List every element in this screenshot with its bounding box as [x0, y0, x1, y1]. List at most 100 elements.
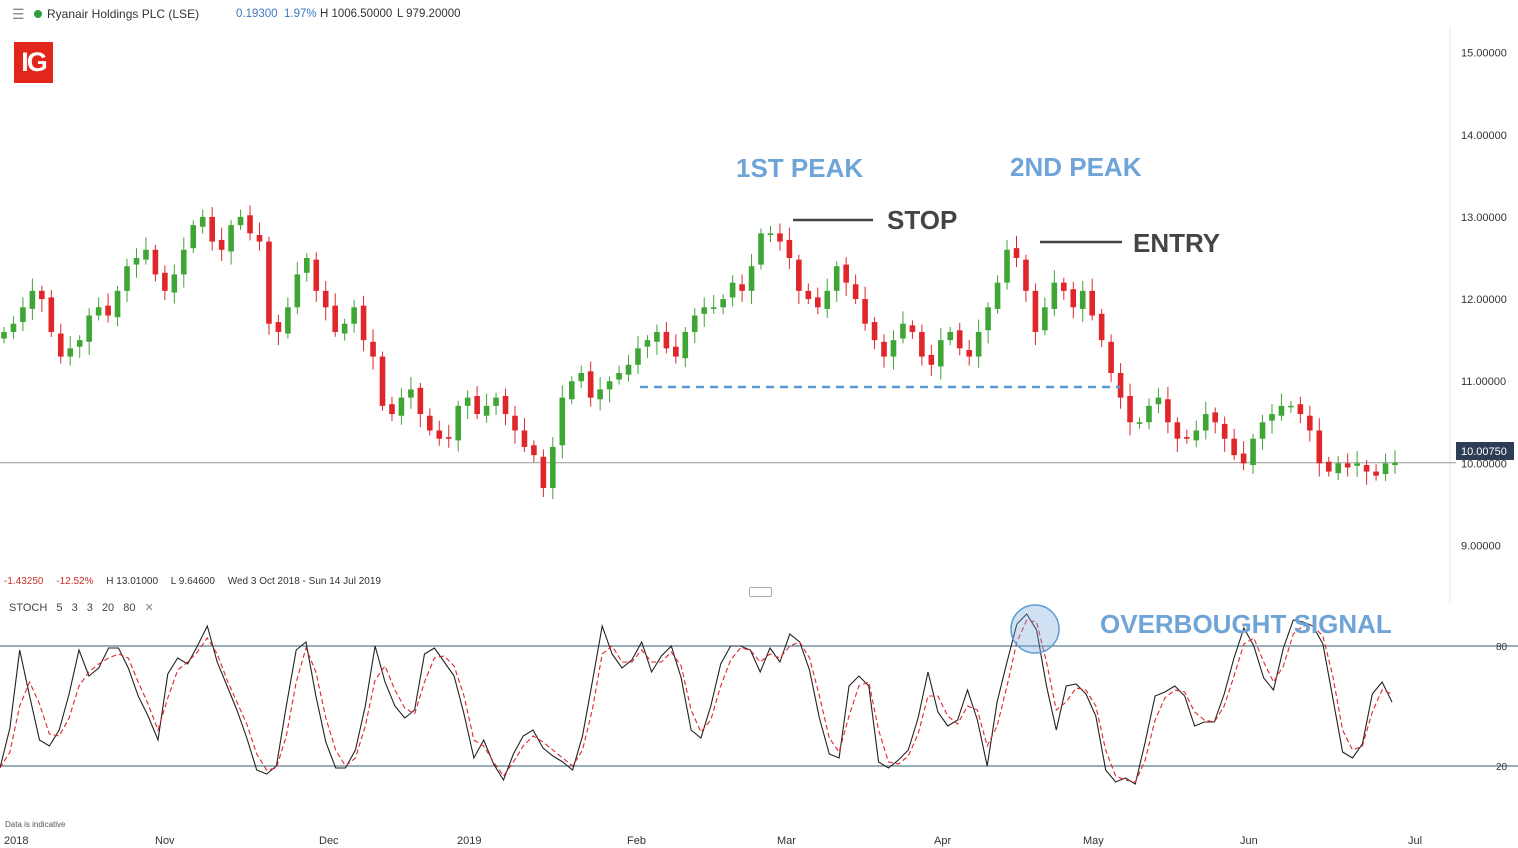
candle-body — [587, 371, 594, 398]
candle-body — [673, 346, 679, 357]
overbought-circle — [1010, 604, 1060, 654]
candle-body — [748, 266, 755, 291]
disclaimer: Data is indicative — [5, 820, 66, 829]
status-dot-icon — [34, 10, 42, 18]
candle-body — [1042, 307, 1048, 331]
candle-body — [502, 396, 509, 415]
candle-body — [871, 322, 878, 341]
candle-body — [805, 290, 812, 300]
candle-body — [786, 239, 793, 258]
candle-body — [266, 241, 272, 324]
candle-body — [1344, 463, 1351, 468]
candle-body — [313, 259, 320, 291]
menu-icon[interactable]: ☰ — [12, 6, 25, 22]
candle-body — [521, 430, 528, 447]
range-stats: -1.43250 -12.52% H 13.01000 L 9.64600 We… — [4, 576, 391, 587]
candle-body — [644, 340, 651, 347]
stoch-tick-label: 20 — [1496, 762, 1508, 773]
candle-body — [777, 233, 783, 242]
candle-body — [1382, 463, 1389, 475]
candle-body — [493, 397, 499, 406]
candle-body — [1240, 453, 1247, 464]
candle-body — [417, 387, 424, 415]
x-tick-label: May — [1083, 835, 1104, 847]
candle-body — [1363, 465, 1370, 472]
candle-body — [304, 258, 310, 273]
x-tick-label: 2019 — [457, 835, 481, 847]
candle-body — [1212, 412, 1219, 423]
peak1-label: 1ST PEAK — [736, 153, 863, 183]
low-value: L 979.20000 — [397, 8, 461, 20]
price-tick-label: 13.00000 — [1461, 212, 1507, 224]
candle-body — [464, 397, 471, 406]
candle-body — [985, 307, 991, 331]
candle-body — [1288, 405, 1294, 408]
candle-body — [455, 405, 462, 441]
candle-body — [767, 233, 774, 235]
candle-body — [10, 323, 17, 332]
candle-body — [285, 307, 291, 334]
candle-body — [133, 258, 140, 265]
candle-body — [247, 215, 253, 234]
candle-body — [1250, 438, 1256, 465]
close-icon[interactable]: ✕ — [144, 602, 154, 614]
candle-body — [512, 415, 518, 431]
candle-body — [408, 389, 414, 398]
candle-body — [862, 299, 868, 324]
stoch-param: 80 — [123, 602, 136, 614]
candle-body — [890, 340, 897, 357]
candle-body — [360, 305, 367, 341]
candle-body — [190, 225, 197, 249]
candle-body — [1098, 313, 1105, 341]
x-axis: 2018 Nov Dec 2019 Feb Mar Apr May Jun Jul — [4, 835, 1422, 847]
candle-body — [720, 299, 726, 308]
x-tick-label: Apr — [934, 835, 951, 847]
candle-body — [1373, 471, 1379, 476]
candle-body — [994, 282, 1001, 309]
candle-body — [833, 266, 840, 291]
candle-body — [928, 354, 935, 365]
stoch-d-line — [0, 619, 1393, 783]
price-chart[interactable]: 1ST PEAK 2ND PEAK STOP ENTRY 15.00000 14.… — [0, 28, 1518, 603]
instrument-name[interactable]: Ryanair Holdings PLC (LSE) — [47, 7, 200, 21]
pane-resize-handle[interactable] — [749, 587, 772, 597]
candle-body — [427, 415, 433, 431]
x-tick-label: Mar — [777, 835, 796, 847]
candle-body — [218, 239, 225, 250]
candle-body — [379, 356, 386, 406]
candle-body — [616, 373, 622, 380]
stochastic-chart[interactable]: OVERBOUGHT SIGNAL 80 20 — [0, 596, 1518, 816]
candle-body — [332, 305, 338, 332]
candle-body — [57, 333, 64, 357]
candle-body — [1061, 282, 1067, 291]
candle-body — [474, 396, 480, 415]
stoch-param: 5 — [56, 602, 63, 614]
stoch-param: 3 — [86, 602, 93, 614]
candle-body — [228, 225, 234, 252]
candle-body — [1259, 422, 1266, 439]
candle-body — [39, 290, 45, 300]
candle-body — [86, 315, 92, 342]
high-value: H 1006.50000 — [320, 8, 393, 20]
candle-body — [1307, 415, 1313, 431]
candle-body — [389, 404, 395, 415]
candle-body — [852, 284, 859, 300]
candle-body — [682, 331, 689, 359]
candle-body — [370, 341, 376, 357]
stoch-param: 20 — [101, 602, 115, 614]
candle-body — [483, 405, 490, 416]
candle-body — [531, 445, 537, 456]
candle-body — [351, 307, 357, 324]
range-high: H 13.01000 — [106, 576, 159, 587]
candle-body — [568, 381, 575, 400]
candle-body — [209, 216, 215, 242]
x-tick-label: 2018 — [4, 835, 28, 847]
x-tick-label: Feb — [627, 835, 646, 847]
candle-body — [1155, 397, 1162, 405]
price-tick-label: 10.00000 — [1461, 458, 1507, 470]
candle-body — [1221, 423, 1228, 439]
price-change-percent: 1.97% — [284, 8, 317, 20]
price-tick-label: 9.00000 — [1461, 541, 1501, 553]
stoch-param: 3 — [71, 602, 78, 614]
candle-body — [1089, 290, 1095, 316]
